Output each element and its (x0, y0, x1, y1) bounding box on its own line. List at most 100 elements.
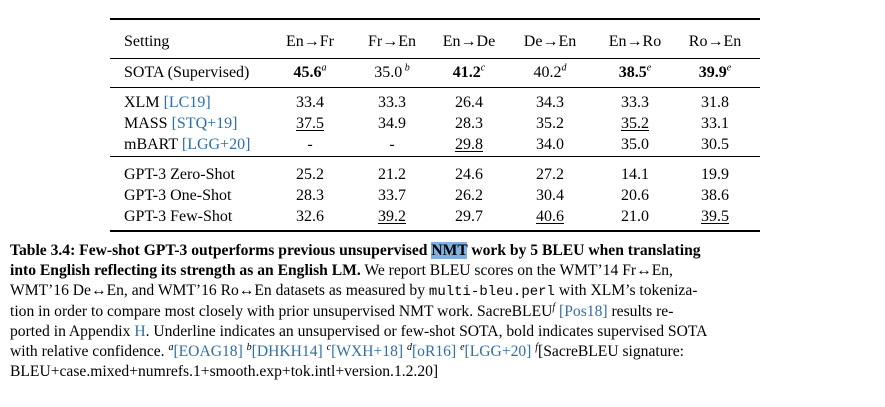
cell-value: 38.5 (618, 64, 647, 81)
cell-value: 39.5 (701, 208, 729, 225)
table-cell: - (352, 134, 432, 155)
table-cell: 20.6 (595, 185, 675, 206)
table-cell: 33.4 (270, 92, 350, 113)
table-cell: 40.6 (510, 206, 590, 227)
footnote-marker: c (480, 62, 486, 74)
caption-label: Table 3.4: (10, 242, 76, 259)
citation-link[interactable]: [oR16] (411, 343, 457, 360)
row-label-text: XLM (124, 94, 164, 111)
cell-value: 20.6 (621, 187, 649, 204)
cell-value: - (307, 136, 313, 153)
cell-value: 26.4 (455, 94, 483, 111)
table-cell: 14.1 (595, 164, 675, 185)
cell-value: 24.6 (455, 166, 483, 183)
row-label-text: GPT-3 Zero-Shot (124, 166, 235, 183)
citation-link[interactable]: [STQ+19] (171, 115, 238, 132)
cell-value: 41.2 (452, 64, 481, 81)
table-cell: 38.5e (595, 62, 675, 83)
cell-value: 33.3 (378, 94, 406, 111)
column-header: En→De (442, 33, 496, 50)
cell-value: 45.6 (293, 64, 322, 81)
table-cell: 32.6 (270, 206, 350, 227)
row-label: MASS [STQ+19] (124, 113, 237, 134)
table-cell: - (270, 134, 350, 155)
table-cell: 41.2c (429, 62, 509, 83)
caption-line-4: tion in order to compare most closely wi… (10, 301, 674, 320)
cell-value: 34.9 (378, 115, 406, 132)
column-header: Setting (124, 33, 170, 50)
citation-link[interactable]: [LGG+20] (181, 136, 251, 153)
footnote-marker: a (168, 341, 174, 353)
table-cell: 30.5 (675, 134, 755, 155)
column-header: En→Ro (608, 33, 662, 50)
table-cell: 19.9 (675, 164, 755, 185)
table-cell: 30.4 (510, 185, 590, 206)
column-header: Ro→En (688, 33, 742, 50)
table-cell: 35.2 (510, 113, 590, 134)
footnote-marker: d (406, 341, 412, 353)
cell-value: 39.2 (378, 208, 406, 225)
cell-value: 27.2 (536, 166, 564, 183)
caption-line-5: ported in Appendix H. Underline indicate… (10, 323, 708, 340)
table-cell: 34.0 (510, 134, 590, 155)
citation-link[interactable]: [LC19] (163, 94, 211, 111)
bottom-rule (110, 230, 760, 232)
sota-rule (110, 87, 760, 88)
table-cell: 34.9 (352, 113, 432, 134)
cell-value: 29.7 (455, 208, 483, 225)
citation-link[interactable]: [WXH+18] (331, 343, 404, 360)
table-row: XLM [LC19] 33.4 33.3 26.4 34.3 33.3 31.8 (110, 92, 760, 113)
cell-value: 35.0 (621, 136, 649, 153)
table-cell: 38.6 (675, 185, 755, 206)
appendix-link[interactable]: H (134, 323, 146, 340)
cell-value: 31.8 (701, 94, 729, 111)
cell-value: 28.3 (455, 115, 483, 132)
cell-value: 33.4 (296, 94, 324, 111)
cell-value: - (389, 136, 395, 153)
citation-link[interactable]: [LGG+20] (464, 343, 532, 360)
table-cell: 33.7 (352, 185, 432, 206)
cell-value: 28.3 (296, 187, 324, 204)
cell-value: 33.3 (621, 94, 649, 111)
row-label: SOTA (Supervised) (124, 62, 249, 83)
footnote-marker: a (321, 62, 327, 74)
table-cell: 33.1 (675, 113, 755, 134)
footnote-marker: e (646, 62, 652, 74)
caption-line-3: WMT’16 De↔En, and WMT’16 Ro↔En datasets … (10, 282, 698, 300)
footnote-marker: e (726, 62, 732, 74)
cell-value: 34.3 (536, 94, 564, 111)
table-cell: 26.4 (429, 92, 509, 113)
highlighted-term: NMT (431, 242, 468, 259)
row-label: mBART [LGG+20] (124, 134, 250, 155)
table-cell: 40.2d (510, 62, 590, 83)
table-cell: 29.8 (429, 134, 509, 155)
cell-value: 39.9 (698, 64, 727, 81)
table-cell: 35.0 b (352, 62, 432, 83)
table-cell: 27.2 (510, 164, 590, 185)
cell-value: 21.0 (621, 208, 649, 225)
citation-link[interactable]: [DHKH14] (251, 343, 323, 360)
cell-value: 35.2 (536, 115, 564, 132)
citation-link[interactable]: [Pos18] (559, 303, 608, 320)
cell-value: 14.1 (621, 166, 649, 183)
table-cell: 26.2 (429, 185, 509, 206)
cell-value: 30.5 (701, 136, 729, 153)
cell-value: 26.2 (455, 187, 483, 204)
footnote-marker: d (561, 62, 567, 74)
citation-link[interactable]: [EOAG18] (173, 343, 243, 360)
cell-value: 34.0 (536, 136, 564, 153)
header-row: Setting En→Fr Fr→En En→De De→En En→Ro Ro→En (110, 31, 760, 52)
cell-value: 38.6 (701, 187, 729, 204)
caption-line-1: Table 3.4: Few-shot GPT-3 outperforms pr… (10, 242, 701, 259)
table-cell: 39.2 (352, 206, 432, 227)
table-cell: 28.3 (429, 113, 509, 134)
table-cell: 24.6 (429, 164, 509, 185)
cell-value: 19.9 (701, 166, 729, 183)
column-header: Fr→En (368, 33, 416, 50)
caption-line-2: into English reflecting its strength as … (10, 262, 673, 279)
table-cell: 29.7 (429, 206, 509, 227)
caption-line-7: BLEU+case.mixed+numrefs.1+smooth.exp+tok… (10, 363, 439, 380)
cell-value: 32.6 (296, 208, 324, 225)
table-row: GPT-3 Zero-Shot 25.2 21.2 24.6 27.2 14.1 19.9 (110, 164, 760, 185)
cell-value: 35.2 (621, 115, 649, 132)
